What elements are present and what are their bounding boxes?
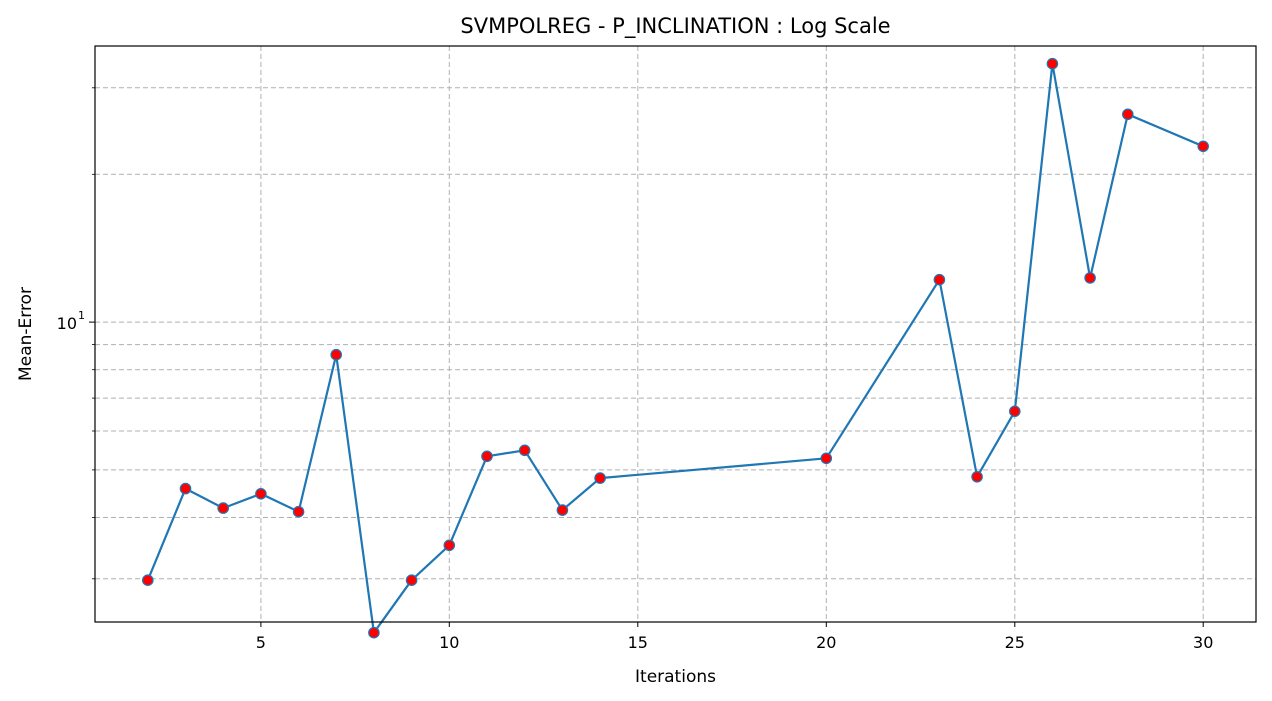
chart-title: SVMPOLREG - P_INCLINATION : Log Scale: [460, 14, 890, 39]
x-tick-label: 15: [628, 633, 648, 652]
x-tick-label: 30: [1193, 633, 1213, 652]
x-axis-label: Iterations: [635, 667, 716, 687]
data-point: [518, 444, 531, 457]
data-point: [481, 450, 493, 463]
data-point: [1046, 57, 1059, 70]
x-tick-label: 20: [816, 633, 836, 652]
x-tick-label: 10: [439, 633, 459, 652]
data-point: [1084, 272, 1096, 284]
x-tick-label: 25: [1005, 633, 1025, 652]
data-point: [594, 472, 606, 484]
data-point: [330, 348, 342, 361]
data-point: [443, 539, 456, 552]
plot-frame: [94, 45, 1257, 623]
data-point: [1197, 140, 1209, 153]
data-point: [820, 452, 833, 465]
data-point: [142, 574, 154, 586]
data-point: [405, 574, 418, 586]
y-tick-label: 10: [57, 314, 77, 333]
data-point: [1122, 108, 1134, 121]
x-tick-label: 5: [256, 633, 266, 652]
data-point: [179, 482, 192, 495]
data-point: [217, 502, 229, 514]
data-point: [1008, 405, 1021, 418]
y-axis-label: Mean-Error: [16, 287, 36, 381]
data-point: [292, 505, 305, 518]
data-point: [368, 626, 380, 639]
data-point: [556, 504, 569, 516]
data-point: [971, 470, 983, 483]
series-layer: [142, 57, 1209, 639]
data-point: [933, 273, 946, 286]
data-point: [255, 487, 267, 500]
y-tick-label-exponent: 1: [78, 309, 85, 322]
